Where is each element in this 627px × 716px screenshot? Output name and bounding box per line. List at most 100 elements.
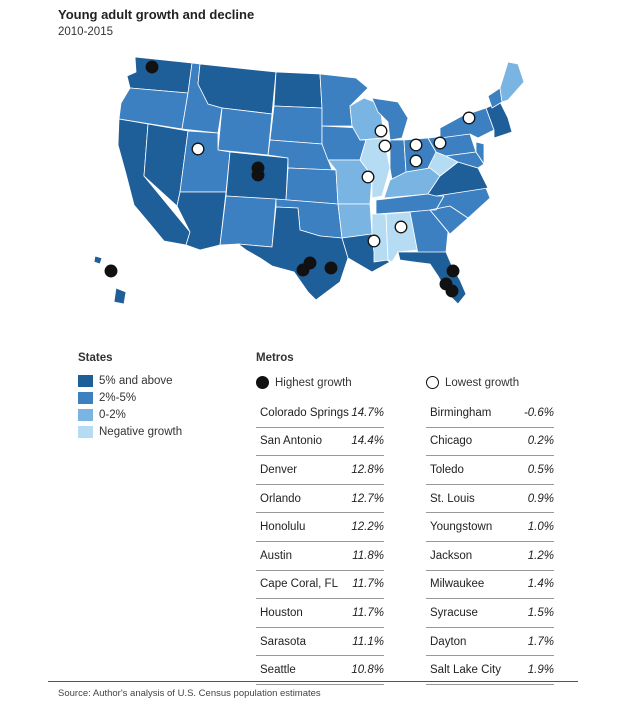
legend-swatch: [78, 425, 93, 438]
states-legend-heading: States: [78, 352, 113, 364]
table-row: Dayton 1.7%: [426, 628, 554, 657]
table-row: Jackson 1.2%: [426, 542, 554, 571]
state-hawaii-1: [93, 255, 103, 265]
metro-city: Austin: [260, 549, 292, 562]
metro-city: Syracuse: [430, 606, 478, 619]
chart-subtitle: 2010-2015: [58, 26, 113, 38]
metro-city: Colorado Springs: [260, 406, 349, 419]
metro-value: 11.8%: [352, 549, 384, 562]
metro-value: 1.9%: [527, 664, 554, 677]
metro-value: 12.7%: [351, 492, 384, 505]
metro-city: Toledo: [430, 463, 464, 476]
state-south-dakota: [269, 105, 323, 145]
table-row: Denver 12.8%: [256, 456, 384, 485]
metro-city: Milwaukee: [430, 578, 485, 591]
metro-city: Honolulu: [260, 521, 306, 534]
metro-city: Cape Coral, FL: [260, 578, 338, 591]
state-legend-item: 5% and above: [78, 372, 182, 389]
state-michigan: [371, 97, 409, 141]
metro-marker-syracuse: [462, 111, 476, 125]
metro-value: 14.4%: [351, 435, 384, 448]
highest-growth-table: Colorado Springs 14.7% San Antonio 14.4% Den…: [256, 399, 384, 685]
metro-marker-denver: [251, 168, 265, 182]
table-row: Seattle 10.8%: [256, 656, 384, 685]
metro-value: 0.2%: [527, 435, 554, 448]
states-legend: States 5% and above 2%-5% 0-2% Negative gro…: [78, 352, 182, 440]
metro-value: 10.8%: [351, 664, 384, 677]
metro-city: Youngstown: [430, 521, 493, 534]
metro-city: Chicago: [430, 435, 473, 448]
table-row: St. Louis 0.9%: [426, 485, 554, 514]
state-kansas: [285, 167, 339, 205]
state-hawaii-3: [113, 287, 127, 305]
metro-marker-orlando: [446, 264, 460, 278]
metro-value: 12.2%: [351, 521, 384, 534]
metro-city: Salt Lake City: [430, 664, 501, 677]
metro-city: Sarasota: [260, 635, 307, 648]
state-north-dakota: [273, 71, 323, 109]
state-georgia: [409, 209, 449, 255]
state-maine: [499, 61, 525, 103]
table-row: Colorado Springs 14.7%: [256, 399, 384, 428]
state-arkansas: [337, 203, 373, 239]
state-new-mexico: [219, 195, 277, 248]
metro-value: 12.8%: [351, 463, 384, 476]
state-arizona: [176, 191, 227, 251]
metro-marker-salt-lake-city: [191, 142, 205, 156]
legend-label: 5% and above: [99, 374, 173, 387]
metro-city: San Antonio: [260, 435, 323, 448]
metro-value: 11.7%: [352, 606, 384, 619]
metro-marker-youngstown: [433, 136, 447, 150]
metro-marker-sarasota: [445, 284, 459, 298]
table-row: Milwaukee 1.4%: [426, 571, 554, 600]
table-row: Chicago 0.2%: [426, 428, 554, 457]
metros-section: Metros Highest growth Lowest growth Colo…: [256, 352, 554, 685]
legend-swatch: [78, 408, 93, 421]
table-row: Honolulu 12.2%: [256, 513, 384, 542]
metros-heading: Metros: [256, 352, 294, 364]
legend-swatch: [78, 374, 93, 387]
metro-city: Houston: [260, 606, 303, 619]
lowest-growth-label: Lowest growth: [445, 376, 520, 389]
metro-city: Denver: [260, 463, 298, 476]
hollow-circle-icon: [426, 376, 439, 389]
metro-marker-milwaukee: [374, 124, 388, 138]
state-texas: [237, 206, 349, 301]
source-note: Source: Author's analysis of U.S. Census…: [58, 688, 321, 699]
metro-value: 11.1%: [352, 635, 384, 648]
metro-marker-seattle: [145, 60, 159, 74]
metro-value: 11.7%: [352, 578, 384, 591]
metro-marker-toledo: [409, 138, 423, 152]
metro-value: 1.4%: [527, 578, 554, 591]
legend-label: 2%-5%: [99, 391, 137, 404]
metro-city: Jackson: [430, 549, 473, 562]
lowest-growth-table: Birmingham -0.6% Chicago 0.2% Toledo 0.5% St. …: [426, 399, 554, 685]
table-row: Youngstown 1.0%: [426, 513, 554, 542]
metro-value: 14.7%: [351, 406, 384, 419]
filled-circle-icon: [256, 376, 269, 389]
metro-city: Birmingham: [430, 406, 492, 419]
state-legend-item: 2%-5%: [78, 389, 182, 406]
metro-value: 1.7%: [527, 635, 554, 648]
highest-growth-key: Highest growth: [256, 376, 352, 389]
metro-marker-birmingham: [394, 220, 408, 234]
state-north-carolina: [429, 187, 491, 219]
chart-title: Young adult growth and decline: [58, 7, 255, 22]
metro-marker-dayton: [409, 154, 423, 168]
lowest-growth-key: Lowest growth: [426, 376, 519, 389]
table-row: Orlando 12.7%: [256, 485, 384, 514]
state-legend-item: Negative growth: [78, 423, 182, 440]
metro-marker-jackson: [367, 234, 381, 248]
state-legend-item: 0-2%: [78, 406, 182, 423]
legend-label: 0-2%: [99, 408, 126, 421]
table-row: Syracuse 1.5%: [426, 599, 554, 628]
metro-value: -0.6%: [523, 406, 554, 419]
metro-marker-chicago: [378, 139, 392, 153]
metro-marker-houston: [324, 261, 338, 275]
metro-city: Orlando: [260, 492, 301, 505]
table-row: Toledo 0.5%: [426, 456, 554, 485]
metro-value: 0.5%: [527, 463, 554, 476]
metro-marker-st-louis: [361, 170, 375, 184]
table-row: Cape Coral, FL 11.7%: [256, 571, 384, 600]
highest-growth-label: Highest growth: [275, 376, 352, 389]
